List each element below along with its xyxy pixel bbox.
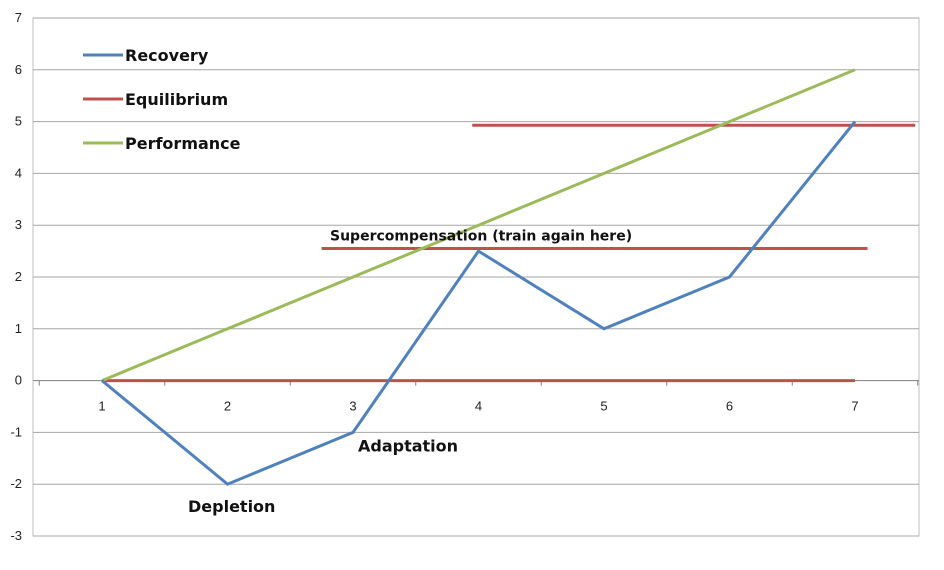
y-tick-label: 2 [15, 269, 22, 284]
y-tick-label: 7 [15, 10, 22, 25]
legend-label-equilibrium: Equilibrium [125, 90, 228, 109]
y-tick-label: -3 [10, 528, 22, 543]
y-tick-label: 4 [15, 165, 22, 180]
series-line-performance [101, 68, 856, 382]
series-line-recovery [101, 120, 857, 486]
legend: Recovery Equilibrium Performance [83, 46, 241, 153]
annotation-depletion: Depletion [188, 497, 275, 516]
y-tick-label: 5 [15, 114, 22, 129]
series-lines [101, 68, 916, 486]
x-axis-ticks: 1 2 3 4 5 6 7 [98, 399, 858, 414]
x-tick-label: 5 [600, 399, 607, 414]
x-tick-label: 4 [475, 399, 482, 414]
annotations: Depletion Adaptation Supercompensation (tr… [188, 229, 632, 517]
y-tick-label: 6 [15, 62, 22, 77]
y-tick-label: -2 [10, 476, 22, 491]
x-tick-label: 7 [851, 399, 858, 414]
y-tick-label: 0 [15, 373, 22, 388]
legend-label-recovery: Recovery [125, 46, 209, 65]
x-tick-label: 3 [349, 399, 356, 414]
annotation-supercompensation: Supercompensation (train again here) [330, 229, 632, 245]
y-axis-ticks: -3 -2 -1 0 1 2 3 4 5 6 7 [10, 10, 22, 543]
y-tick-label: 3 [15, 217, 22, 232]
x-tick-label: 2 [224, 399, 231, 414]
legend-label-performance: Performance [125, 134, 241, 153]
annotation-adaptation: Adaptation [358, 436, 458, 455]
x-tick-label: 1 [98, 399, 105, 414]
y-tick-label: -1 [10, 424, 22, 439]
y-tick-label: 1 [15, 321, 22, 336]
x-tick-label: 6 [726, 399, 733, 414]
